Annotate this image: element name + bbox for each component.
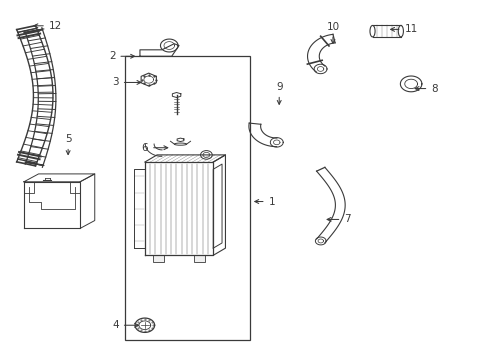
Text: 8: 8: [415, 84, 438, 94]
Text: 11: 11: [391, 24, 418, 35]
Bar: [194, 255, 205, 262]
Text: 9: 9: [276, 82, 283, 104]
Bar: [153, 255, 164, 262]
Text: 3: 3: [112, 77, 141, 87]
Text: 4: 4: [112, 320, 139, 330]
Text: 7: 7: [327, 215, 351, 224]
Text: 1: 1: [255, 197, 275, 207]
Text: 12: 12: [34, 21, 62, 31]
Text: 6: 6: [142, 143, 168, 153]
Text: 5: 5: [65, 134, 72, 154]
Text: 10: 10: [326, 22, 340, 43]
Text: 2: 2: [109, 51, 135, 61]
Bar: [125, 56, 250, 339]
